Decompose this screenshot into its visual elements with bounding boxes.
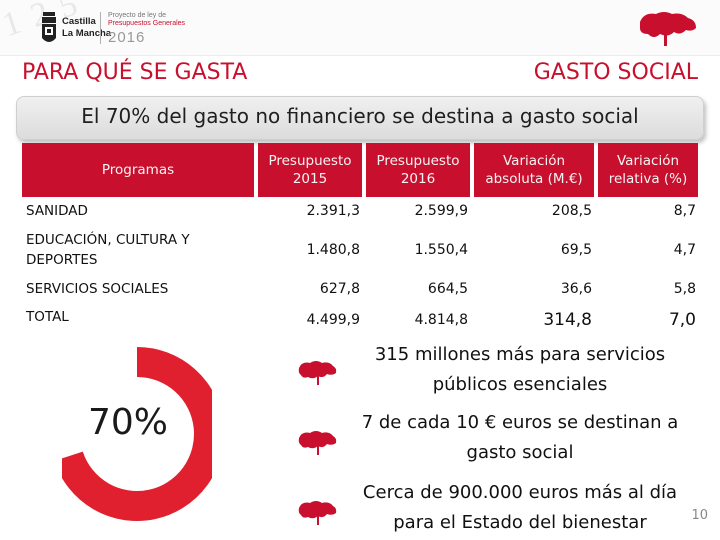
cell-variacion-absoluta: 208,5 [551,203,592,219]
headline-banner: El 70% del gasto no financiero se destin… [16,96,704,140]
cell-variacion-relativa: 5,8 [673,281,696,297]
column-header-programas: Programas [22,143,254,197]
castilla-la-mancha-map-icon [640,12,696,46]
table-row: SANIDAD 2.391,3 2.599,9 208,5 8,7 [22,198,698,224]
column-header-presupuesto-2015: Presupuesto 2015 [258,143,362,197]
logo-divider [100,12,101,44]
table-row: SERVICIOS SOCIALES 627,8 664,5 36,6 5,8 [22,276,698,302]
row-label: SERVICIOS SOCIALES [26,281,169,297]
bullet-text-3: Cerca de 900.000 euros más al día para e… [362,482,678,533]
column-header-variacion-relativa: Variación relativa (%) [598,143,698,197]
logo-line-2: La Mancha [62,28,112,39]
cell-variacion-relativa: 4,7 [673,242,696,258]
budget-title-line-1: Proyecto de ley de [108,12,166,19]
budget-title-line-2: Presupuestos Generales [108,20,186,27]
page-number: 10 [691,508,708,523]
bullet-text-1: 315 millones más para servicios públicos… [374,344,666,395]
budget-year: 2016 [108,29,146,46]
cell-variacion-absoluta: 36,6 [560,281,592,297]
cell-presupuesto-2015: 1.480,8 [306,242,360,258]
cell-presupuesto-2015: 4.499,9 [306,312,360,328]
cell-presupuesto-2016: 4.814,8 [414,312,468,328]
section-title-left: PARA QUÉ SE GASTA [22,60,248,85]
cell-variacion-absoluta: 314,8 [543,310,592,330]
donut-percentage-label: 70% [88,402,169,443]
table-row: EDUCACIÓN, CULTURA Y DEPORTES 1.480,8 1.… [22,227,698,273]
cell-presupuesto-2016: 2.599,9 [414,203,468,219]
row-label: TOTAL [26,309,69,325]
row-label: EDUCACIÓN, CULTURA Y DEPORTES [26,232,190,268]
cell-presupuesto-2016: 664,5 [427,281,468,297]
row-label: SANIDAD [26,203,88,219]
cell-presupuesto-2015: 2.391,3 [306,203,360,219]
bullet-map-icon [298,361,337,385]
cell-variacion-relativa: 7,0 [668,310,696,330]
top-band: 1 2 5 [0,0,720,56]
donut-chart [62,347,212,521]
column-header-variacion-absoluta: Variación absoluta (M.€) [474,143,594,197]
column-header-presupuesto-2016: Presupuesto 2016 [366,143,470,197]
headline-text: El 70% del gasto no financiero se destin… [81,104,639,128]
logo-line-1: Castilla [62,16,96,27]
coat-of-arms-icon [42,12,56,42]
bullet-map-icon [298,501,337,525]
cell-variacion-absoluta: 69,5 [560,242,592,258]
section-title-right: GASTO SOCIAL [533,60,698,85]
bullet-text-2: 7 de cada 10 € euros se destinan a gasto… [361,412,679,463]
donut-arc [62,347,212,521]
cell-variacion-relativa: 8,7 [673,203,696,219]
table-row-total: TOTAL 4.499,9 4.814,8 314,8 7,0 [22,305,698,335]
table-header: Programas Presupuesto 2015 Presupuesto 2… [22,143,698,197]
government-logo: Castilla La Mancha [40,12,120,48]
bullet-map-icon [298,431,337,455]
cell-presupuesto-2015: 627,8 [319,281,360,297]
cell-presupuesto-2016: 1.550,4 [414,242,468,258]
budget-title: Proyecto de ley de Presupuestos Generale… [108,12,185,28]
